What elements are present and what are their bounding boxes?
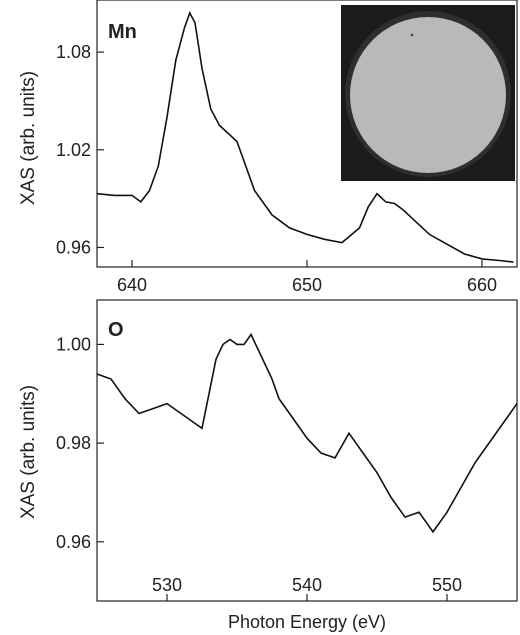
mn-y-axis-label: XAS (arb. units) — [18, 71, 39, 205]
o-x-tick-label: 530 — [152, 575, 182, 595]
mn-panel-label: Mn — [108, 21, 137, 43]
mn-y-tick-label: 0.96 — [56, 237, 91, 257]
mn-panel: 0.96 1.02 1.08 640 650 660 Mn XAS (arb. unit… — [18, 0, 518, 295]
o-x-axis-label: Photon Energy (eV) — [228, 612, 386, 632]
inset-sample-disk — [350, 17, 506, 173]
o-y-tick-label: 1.00 — [56, 334, 91, 354]
o-panel: 0.96 0.98 1.00 530 540 550 O XAS (arb. units… — [18, 299, 518, 632]
mn-x-tick-label: 640 — [117, 275, 147, 295]
o-y-tick-label: 0.96 — [56, 532, 91, 552]
o-series-line — [96, 332, 518, 534]
o-y-axis-label: XAS (arb. units) — [18, 385, 39, 519]
o-panel-label: O — [108, 319, 124, 341]
o-y-tick-label: 0.98 — [56, 433, 91, 453]
mn-series-line — [96, 11, 514, 263]
o-x-ticks: 530 540 550 — [152, 575, 462, 601]
mn-y-tick-label: 1.08 — [56, 42, 91, 62]
mn-x-ticks: 640 650 660 — [117, 260, 497, 295]
sample-photo-inset — [341, 5, 515, 181]
o-x-tick-label: 540 — [292, 575, 322, 595]
o-x-tick-label: 550 — [432, 575, 462, 595]
mn-x-tick-label: 650 — [292, 275, 322, 295]
mn-y-ticks: 0.96 1.02 1.08 — [56, 42, 104, 257]
o-plot-frame — [96, 299, 518, 602]
o-y-ticks: 0.96 0.98 1.00 — [56, 334, 104, 552]
mn-x-tick-label: 660 — [467, 275, 497, 295]
inset-sample-dust — [410, 33, 414, 37]
mn-y-tick-label: 1.02 — [56, 140, 91, 160]
